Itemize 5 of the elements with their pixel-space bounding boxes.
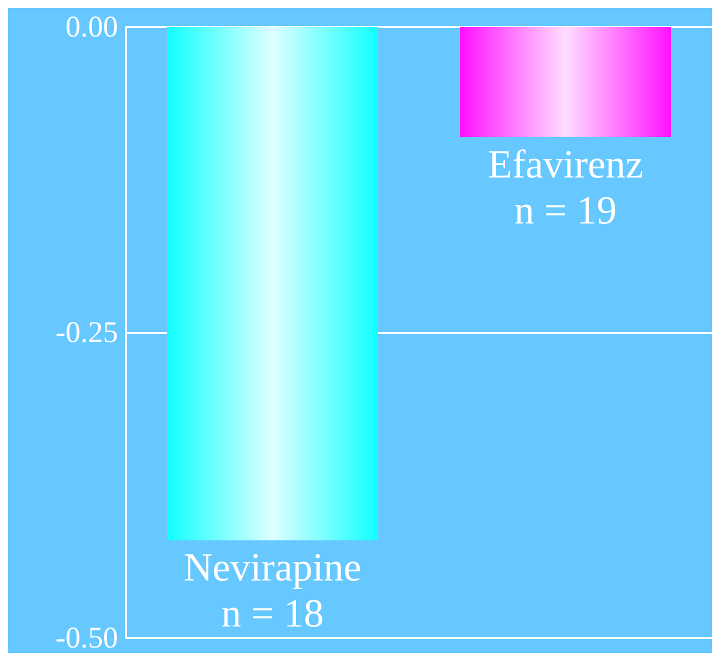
y-tick-label: 0.00 [66, 10, 118, 44]
x-tick-label: Nevirapine n = 18 [184, 544, 362, 636]
y-tick-label: -0.50 [56, 622, 118, 654]
x-tick-label: Efavirenz n = 19 [488, 141, 644, 232]
y-tick-label: -0.25 [56, 316, 118, 349]
